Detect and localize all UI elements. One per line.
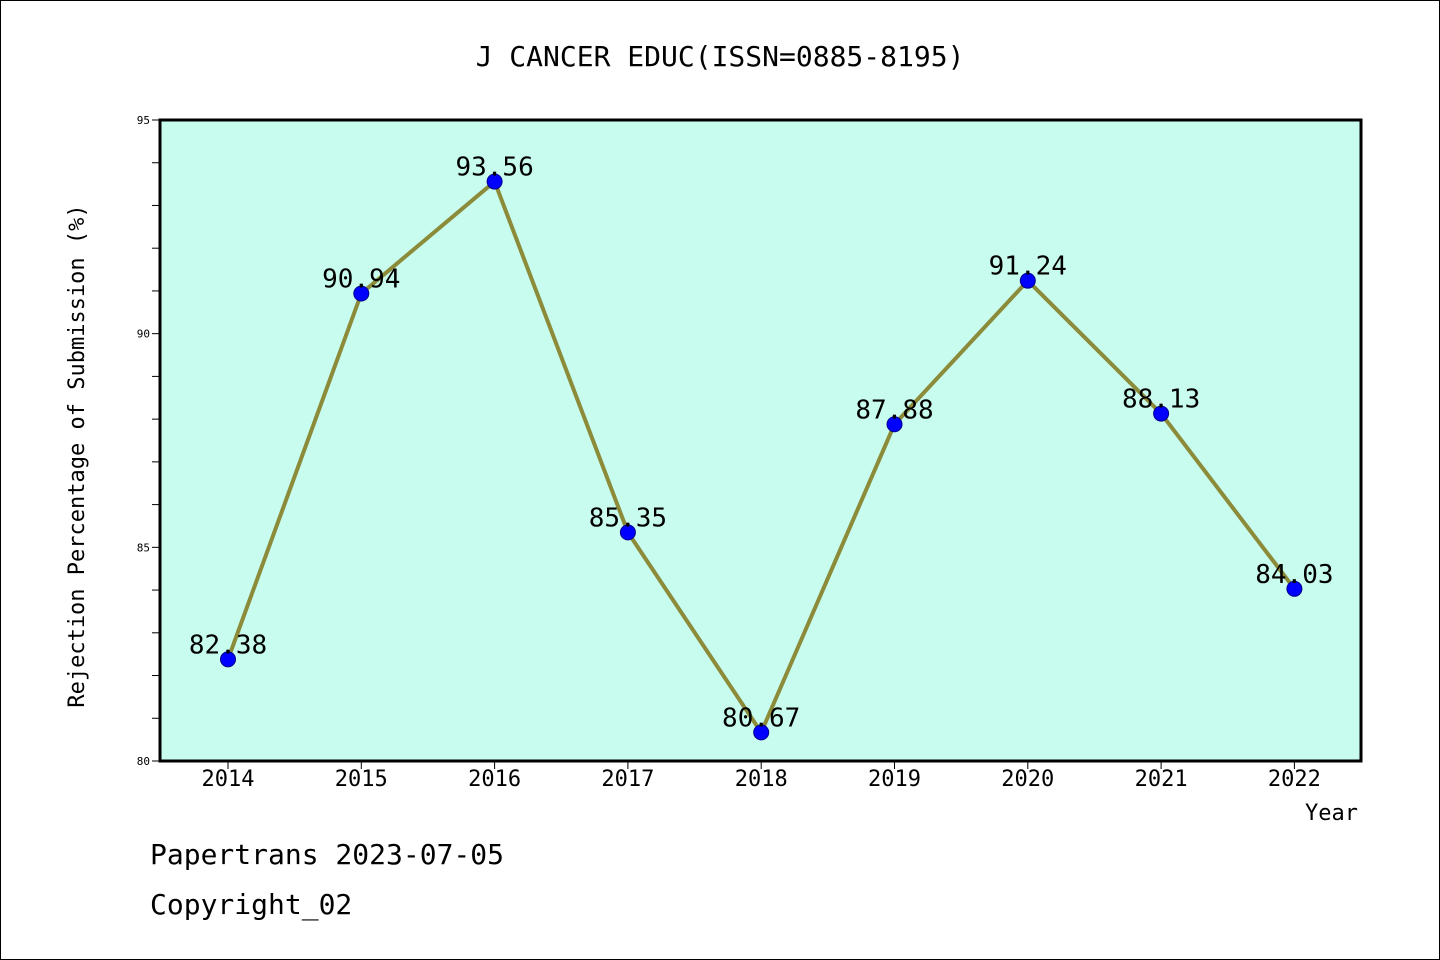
- x-tick-label: 2019: [868, 767, 921, 792]
- data-point: [1153, 405, 1170, 422]
- y-tick-label: 80: [137, 755, 150, 768]
- data-label: 90.94: [322, 264, 400, 294]
- footer-date: Papertrans 2023-07-05: [150, 838, 504, 871]
- data-point: [619, 524, 636, 541]
- data-point: [753, 724, 770, 741]
- x-tick-label: 2016: [468, 767, 521, 792]
- data-label: 91.24: [989, 252, 1067, 282]
- chart-title: J CANCER EDUC(ISSN=0885-8195): [476, 40, 965, 73]
- data-label: 85.35: [589, 503, 667, 533]
- x-tick-label: 2021: [1135, 767, 1188, 792]
- data-point: [220, 651, 236, 668]
- data-label: 88.13: [1122, 385, 1200, 415]
- data-label: 82.38: [189, 630, 267, 660]
- plot-area: [160, 120, 1361, 761]
- x-tick-label: 2014: [202, 767, 255, 792]
- plot-border: [158, 118, 1363, 763]
- data-label: 80.67: [722, 703, 800, 733]
- y-tick-label: 90: [137, 328, 150, 341]
- axis-ticks: 80 85 90 95 2014 2015 2016 2017 2018 2019 2020 2021…: [137, 114, 1321, 792]
- data-point: [1019, 272, 1036, 289]
- footer-copyright: Copyright_02: [150, 888, 352, 922]
- y-tick-label: 95: [137, 114, 150, 127]
- data-point: [353, 285, 370, 302]
- x-tick-label: 2015: [335, 767, 388, 792]
- data-point: [486, 173, 503, 190]
- y-tick-label: 85: [137, 541, 150, 554]
- data-label: 84.03: [1255, 560, 1333, 590]
- series-group: 82.38 90.94 93.56 85.35 80.67 87.88 91.24 88.13…: [189, 153, 1334, 741]
- x-tick-label: 2017: [601, 767, 654, 792]
- x-axis-label: Year: [1305, 801, 1358, 826]
- data-label: 87.88: [855, 395, 933, 425]
- y-axis-label: Rejection Percentage of Submission (%): [65, 204, 90, 707]
- x-tick-label: 2020: [1001, 767, 1054, 792]
- data-label: 93.56: [455, 153, 533, 183]
- x-tick-label: 2018: [735, 767, 788, 792]
- data-point: [1286, 580, 1303, 597]
- data-point: [886, 416, 903, 433]
- x-tick-label: 2022: [1268, 767, 1321, 792]
